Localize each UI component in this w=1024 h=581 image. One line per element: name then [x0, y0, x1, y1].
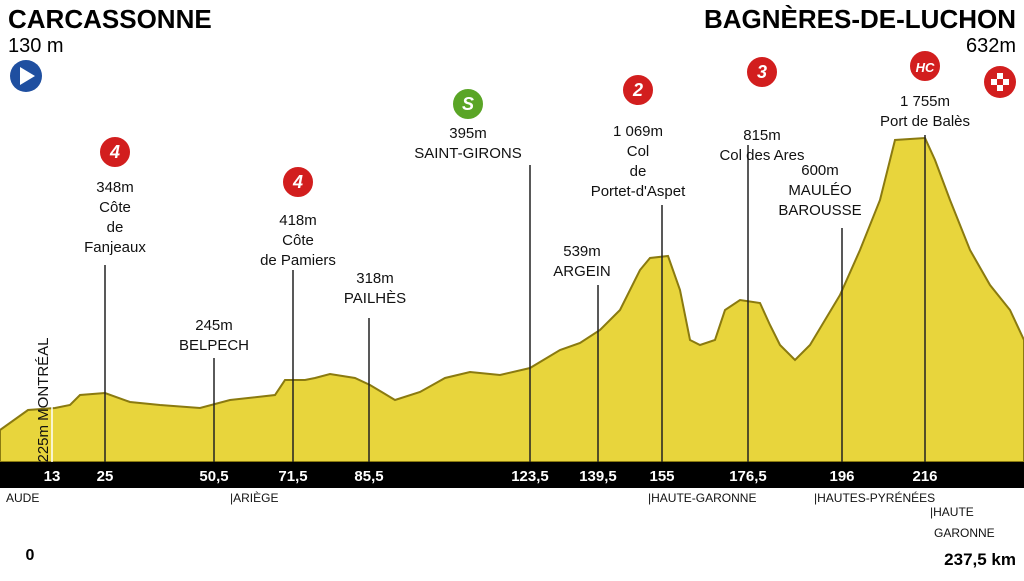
place-label: de Pamiers	[260, 252, 336, 269]
category-icon	[908, 49, 942, 83]
place-label: 348m	[96, 179, 134, 196]
place-label: Port de Balès	[880, 113, 970, 130]
region-label: |HAUTE	[930, 505, 974, 519]
start-icon	[20, 67, 35, 85]
km-marker: 25	[97, 468, 114, 485]
place-label: 418m	[279, 212, 317, 229]
region-label: GARONNE	[934, 526, 995, 540]
place-label: Col	[627, 143, 650, 160]
place-label: Portet-d'Aspet	[591, 183, 686, 200]
km-marker: 176,5	[729, 468, 767, 485]
terrain	[0, 136, 1024, 463]
finish-name: BAGNÈRES-DE-LUCHON	[704, 4, 1016, 34]
place-label: 600m	[801, 162, 839, 179]
place-label: 539m	[563, 243, 601, 260]
place-label: Col des Ares	[719, 147, 804, 164]
place-label: 815m	[743, 127, 781, 144]
place-label: Fanjeaux	[84, 239, 146, 256]
km-marker: 123,5	[511, 468, 549, 485]
category-icon	[281, 165, 315, 199]
finish-altitude: 632m	[966, 35, 1016, 57]
finish-km: 237,5 km	[944, 550, 1016, 569]
category-label: 2	[632, 80, 643, 100]
km-bar	[0, 462, 1024, 488]
category-label: 4	[292, 172, 303, 192]
km-marker: 50,5	[199, 468, 228, 485]
place-label: 318m	[356, 270, 394, 287]
region-label: |HAUTES-PYRÉNÉES	[814, 490, 935, 505]
category-label: 4	[109, 142, 120, 162]
place-label: MAULÉO	[788, 182, 851, 199]
place-label: ARGEIN	[553, 263, 611, 280]
place-label: BAROUSSE	[778, 202, 861, 219]
category-label: S	[462, 94, 474, 114]
place-label: PAILHÈS	[344, 290, 406, 307]
place-label: BELPECH	[179, 337, 249, 354]
place-label: Côte	[282, 232, 314, 249]
place-label: de	[107, 219, 124, 236]
km-marker: 85,5	[354, 468, 383, 485]
region-label: |ARIÈGE	[230, 490, 278, 505]
finish-icon	[991, 73, 1009, 91]
km-marker: 13	[44, 468, 61, 485]
category-icon	[98, 135, 132, 169]
start-altitude: 130 m	[8, 35, 64, 57]
km-marker: 155	[649, 468, 674, 485]
start-km: 0	[26, 547, 35, 564]
place-label: Côte	[99, 199, 131, 216]
km-marker: 216	[912, 468, 937, 485]
place-label: 1 069m	[613, 123, 663, 140]
region-label: |HAUTE-GARONNE	[648, 491, 756, 505]
km-marker: 196	[829, 468, 854, 485]
place-label: 395m	[449, 125, 487, 142]
place-label: 245m	[195, 317, 233, 334]
category-icon	[451, 87, 485, 121]
category-label: 3	[757, 62, 767, 82]
place-label: 225m MONTRÉAL	[35, 337, 52, 462]
start-name: CARCASSONNE	[8, 4, 212, 34]
place-label: de	[630, 163, 647, 180]
km-marker: 71,5	[278, 468, 307, 485]
region-label: AUDE	[6, 491, 39, 505]
category-icon	[621, 73, 655, 107]
place-label: SAINT-GIRONS	[414, 145, 522, 162]
category-label: HC	[916, 60, 935, 75]
category-icon	[745, 55, 779, 89]
km-marker: 139,5	[579, 468, 617, 485]
place-label: 1 755m	[900, 93, 950, 110]
